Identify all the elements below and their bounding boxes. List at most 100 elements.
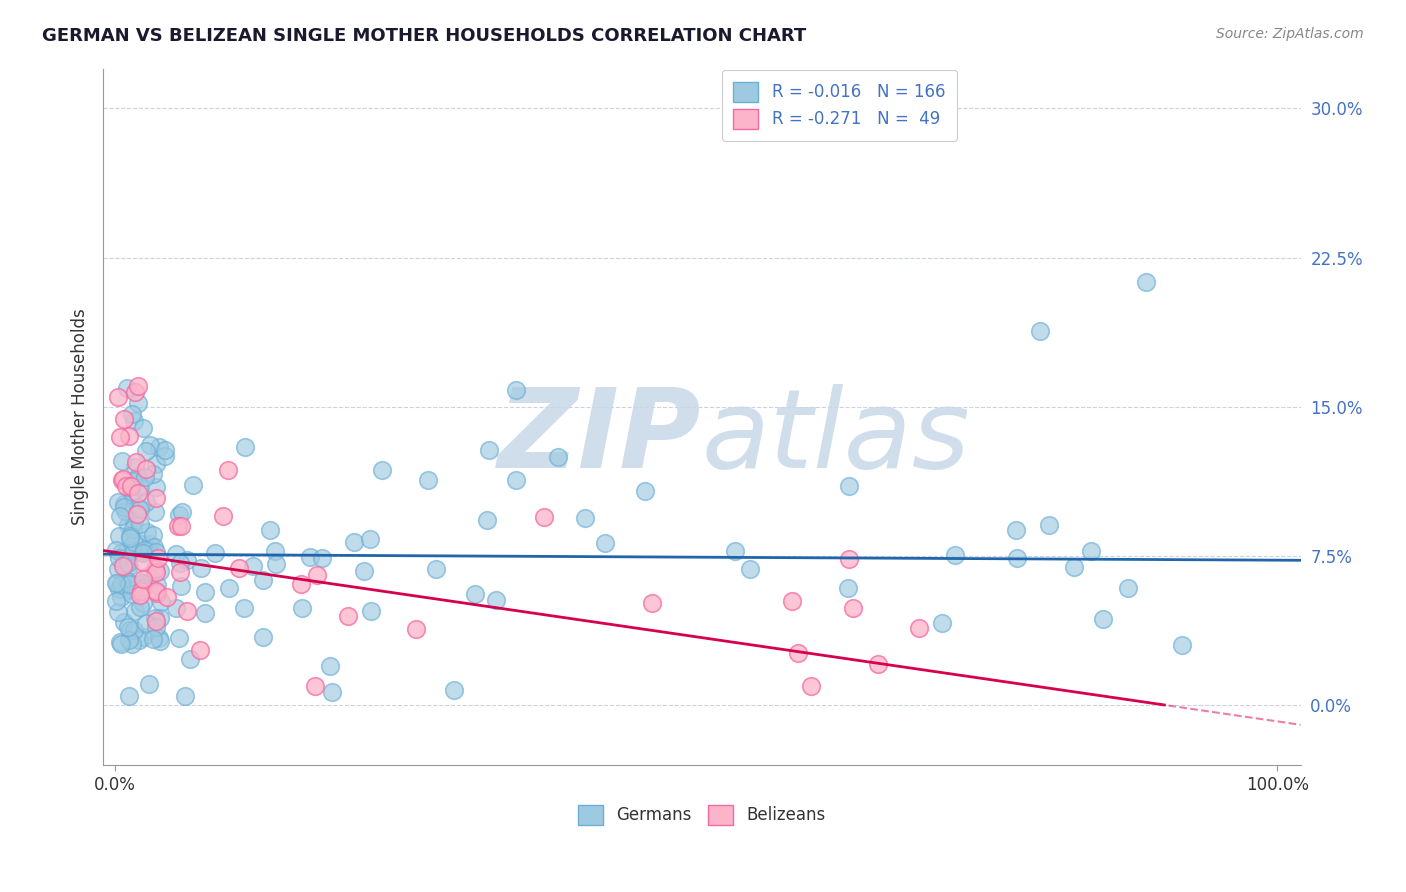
Point <box>104 543 127 558</box>
Point <box>145 583 167 598</box>
Point <box>127 378 149 392</box>
Point <box>107 495 129 509</box>
Point <box>110 590 132 604</box>
Point <box>738 562 761 576</box>
Point <box>1038 517 1060 532</box>
Point <box>105 576 128 591</box>
Point <box>931 615 953 630</box>
Point <box>117 556 139 570</box>
Point <box>360 604 382 618</box>
Point <box>128 599 150 614</box>
Point <box>108 582 131 597</box>
Point <box>121 488 143 502</box>
Point <box>252 573 274 587</box>
Point <box>837 581 859 595</box>
Point <box>117 517 139 532</box>
Point <box>117 554 139 568</box>
Point <box>1063 560 1085 574</box>
Point <box>114 504 136 518</box>
Point <box>305 568 328 582</box>
Point <box>122 522 145 536</box>
Y-axis label: Single Mother Households: Single Mother Households <box>72 309 89 525</box>
Point <box>129 502 152 516</box>
Point <box>122 414 145 428</box>
Point <box>142 527 165 541</box>
Point <box>165 547 187 561</box>
Point <box>145 480 167 494</box>
Point <box>299 549 322 564</box>
Point <box>634 484 657 499</box>
Point <box>787 646 810 660</box>
Point <box>135 615 157 630</box>
Point <box>359 533 381 547</box>
Point <box>641 596 664 610</box>
Point <box>321 685 343 699</box>
Point <box>118 480 141 494</box>
Point <box>252 630 274 644</box>
Point <box>266 557 288 571</box>
Point <box>291 600 314 615</box>
Point <box>242 558 264 573</box>
Point <box>117 620 139 634</box>
Point <box>405 623 427 637</box>
Point <box>112 411 135 425</box>
Point <box>107 551 129 566</box>
Point <box>800 679 823 693</box>
Point <box>122 544 145 558</box>
Point <box>148 634 170 648</box>
Point <box>117 575 139 590</box>
Point <box>464 587 486 601</box>
Point <box>136 569 159 583</box>
Point <box>304 679 326 693</box>
Point <box>194 585 217 599</box>
Point <box>148 631 170 645</box>
Point <box>145 566 167 580</box>
Point <box>841 600 863 615</box>
Point <box>336 608 359 623</box>
Point <box>485 592 508 607</box>
Point <box>117 582 139 597</box>
Point <box>132 581 155 595</box>
Point <box>115 381 138 395</box>
Point <box>167 519 190 533</box>
Point <box>145 545 167 559</box>
Point <box>132 555 155 569</box>
Point <box>110 430 132 444</box>
Point <box>477 512 499 526</box>
Point <box>121 637 143 651</box>
Point <box>574 510 596 524</box>
Point <box>132 546 155 560</box>
Point <box>135 444 157 458</box>
Point <box>117 555 139 569</box>
Point <box>146 550 169 565</box>
Point <box>134 470 156 484</box>
Point <box>129 537 152 551</box>
Point <box>138 677 160 691</box>
Point <box>371 463 394 477</box>
Point <box>547 450 569 465</box>
Point <box>505 474 527 488</box>
Point <box>118 429 141 443</box>
Point <box>1091 612 1114 626</box>
Point <box>120 528 142 542</box>
Point <box>153 449 176 463</box>
Point <box>114 500 136 514</box>
Point <box>124 515 146 529</box>
Point <box>1005 551 1028 566</box>
Point <box>107 562 129 576</box>
Point <box>179 651 201 665</box>
Legend: Germans, Belizeans: Germans, Belizeans <box>569 797 834 833</box>
Point <box>138 438 160 452</box>
Point <box>1171 638 1194 652</box>
Point <box>190 561 212 575</box>
Point <box>120 479 142 493</box>
Point <box>868 657 890 671</box>
Point <box>311 551 333 566</box>
Point <box>211 508 233 523</box>
Point <box>111 454 134 468</box>
Point <box>145 458 167 472</box>
Point <box>107 390 129 404</box>
Point <box>136 525 159 540</box>
Point <box>145 491 167 505</box>
Point <box>124 384 146 399</box>
